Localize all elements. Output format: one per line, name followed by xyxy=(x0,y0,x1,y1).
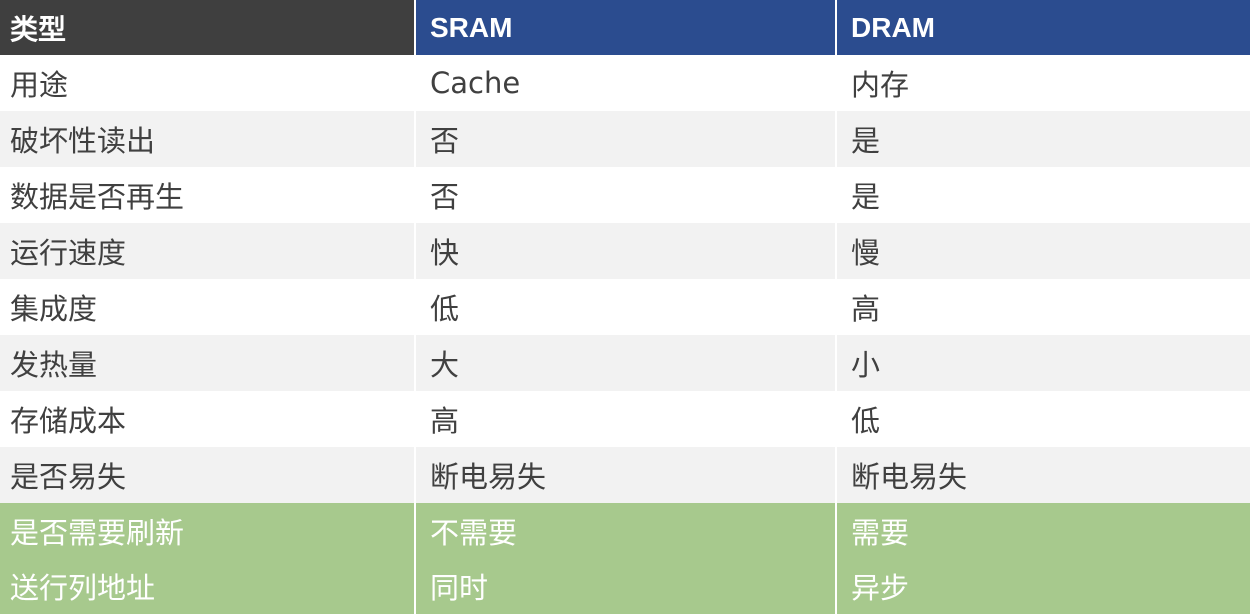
table-row: 发热量大小 xyxy=(0,335,1250,391)
dram-cell: 是 xyxy=(837,111,1250,167)
attribute-cell: 送行列地址 xyxy=(0,558,414,614)
table-row: 数据是否再生否是 xyxy=(0,167,1250,223)
dram-cell: 内存 xyxy=(837,55,1250,111)
dram-cell: 是 xyxy=(837,167,1250,223)
sram-cell: 不需要 xyxy=(416,503,835,559)
attribute-cell: 发热量 xyxy=(0,335,414,391)
table-row: 集成度低高 xyxy=(0,279,1250,335)
header-dram: DRAM xyxy=(837,0,1250,55)
table-row: 送行列地址 同时 异步 xyxy=(0,558,1250,614)
dram-cell: 低 xyxy=(837,391,1250,447)
header-sram: SRAM xyxy=(416,0,835,55)
attribute-cell: 数据是否再生 xyxy=(0,167,414,223)
dram-cell: 需要 xyxy=(837,503,1250,559)
table-row: 是否易失 断电易失 断电易失 xyxy=(0,447,1250,503)
sram-cell: 否 xyxy=(416,167,835,223)
attribute-cell: 是否需要刷新 xyxy=(0,503,414,559)
header-type: 类型 xyxy=(0,0,414,55)
sram-cell: 否 xyxy=(416,111,835,167)
dram-cell: 异步 xyxy=(837,558,1250,614)
attribute-cell: 集成度 xyxy=(0,279,414,335)
sram-cell: 低 xyxy=(416,279,835,335)
dram-cell: 小 xyxy=(837,335,1250,391)
table-header-row: 类型 SRAM DRAM xyxy=(0,0,1250,55)
sram-cell: 断电易失 xyxy=(416,447,835,503)
sram-cell: 高 xyxy=(416,391,835,447)
sram-cell: Cache xyxy=(416,55,835,111)
attribute-cell: 用途 xyxy=(0,55,414,111)
table-row: 是否需要刷新 不需要 需要 xyxy=(0,503,1250,559)
attribute-cell: 运行速度 xyxy=(0,223,414,279)
dram-cell: 慢 xyxy=(837,223,1250,279)
attribute-cell: 存储成本 xyxy=(0,391,414,447)
attribute-cell: 是否易失 xyxy=(0,447,414,503)
table-row: 破坏性读出否是 xyxy=(0,111,1250,167)
table-row: 存储成本高低 xyxy=(0,391,1250,447)
attribute-cell: 破坏性读出 xyxy=(0,111,414,167)
sram-cell: 同时 xyxy=(416,558,835,614)
sram-cell: 大 xyxy=(416,335,835,391)
sram-cell: 快 xyxy=(416,223,835,279)
table-row: 用途 Cache 内存 xyxy=(0,55,1250,111)
table-row: 运行速度快慢 xyxy=(0,223,1250,279)
dram-cell: 断电易失 xyxy=(837,447,1250,503)
dram-cell: 高 xyxy=(837,279,1250,335)
